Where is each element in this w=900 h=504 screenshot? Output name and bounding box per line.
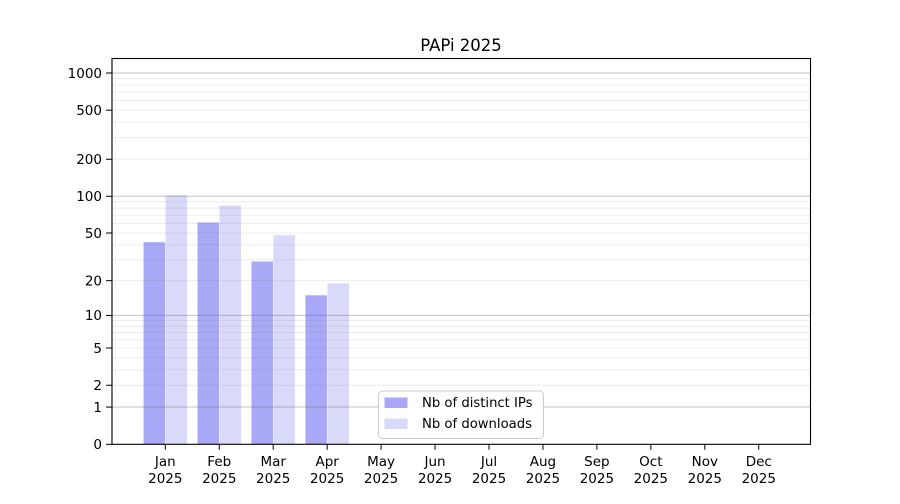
x-tick-label-aug: Aug: [530, 454, 556, 470]
y-tick-label-50: 50: [85, 226, 102, 242]
x-tick-year-aug: 2025: [526, 471, 560, 487]
legend-label-distinct-ips: Nb of distinct IPs: [422, 396, 533, 411]
y-tick-label-0: 0: [93, 437, 102, 453]
y-tick-label-1: 1: [93, 400, 102, 416]
x-tick-year-sep: 2025: [580, 471, 614, 487]
legend-swatch-downloads: [384, 418, 408, 429]
axes-layer: 01251020501002005001000Jan2025Feb2025Mar…: [68, 66, 776, 487]
x-tick-label-sep: Sep: [584, 454, 609, 470]
chart-title: PAPi 2025: [420, 36, 502, 55]
x-tick-year-oct: 2025: [634, 471, 668, 487]
y-tick-label-200: 200: [76, 152, 102, 168]
y-tick-label-10: 10: [85, 308, 102, 324]
x-tick-label-jan: Jan: [154, 454, 176, 470]
bars-layer: [143, 195, 349, 445]
x-tick-year-jun: 2025: [418, 471, 452, 487]
x-tick-label-jun: Jun: [424, 454, 446, 470]
x-tick-year-dec: 2025: [742, 471, 776, 487]
x-tick-year-apr: 2025: [310, 471, 344, 487]
y-tick-label-2: 2: [93, 378, 102, 394]
x-tick-label-jul: Jul: [480, 454, 497, 470]
legend-label-downloads: Nb of downloads: [422, 417, 532, 432]
x-tick-year-jan: 2025: [148, 471, 182, 487]
x-tick-label-nov: Nov: [692, 454, 718, 470]
plot-frame: [111, 57, 812, 445]
y-tick-label-20: 20: [85, 273, 102, 289]
bar-downloads-jan: [165, 195, 188, 445]
x-tick-label-apr: Apr: [315, 454, 339, 470]
x-tick-year-mar: 2025: [256, 471, 290, 487]
y-tick-label-1000: 1000: [68, 66, 102, 82]
x-tick-label-dec: Dec: [746, 454, 772, 470]
x-tick-year-feb: 2025: [202, 471, 236, 487]
legend-box: [378, 390, 544, 439]
x-tick-year-jul: 2025: [472, 471, 506, 487]
legend-swatch-distinct-ips: [384, 397, 408, 408]
bar-distinct-ips-feb: [197, 222, 219, 445]
legend: Nb of distinct IPs Nb of downloads: [378, 390, 544, 439]
y-tick-label-500: 500: [76, 103, 102, 119]
bar-distinct-ips-apr: [305, 295, 327, 445]
x-tick-year-may: 2025: [364, 471, 398, 487]
bar-downloads-feb: [219, 205, 241, 445]
x-tick-label-may: May: [367, 454, 395, 470]
x-tick-label-oct: Oct: [639, 454, 662, 470]
y-tick-label-5: 5: [93, 341, 102, 357]
bar-distinct-ips-jan: [143, 242, 166, 445]
bar-downloads-apr: [327, 283, 349, 445]
x-tick-label-feb: Feb: [207, 454, 231, 470]
bar-distinct-ips-mar: [251, 261, 273, 445]
bar-downloads-mar: [273, 235, 295, 445]
y-tick-label-100: 100: [76, 189, 102, 205]
x-tick-year-nov: 2025: [688, 471, 722, 487]
x-tick-label-mar: Mar: [260, 454, 286, 470]
